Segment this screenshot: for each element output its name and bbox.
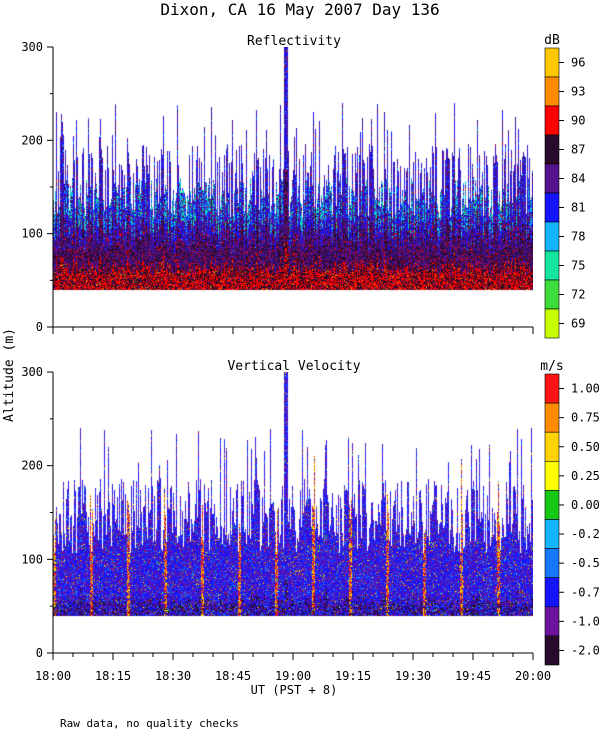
colorbar-swatch bbox=[544, 519, 560, 549]
y-tick-label: 200 bbox=[21, 459, 43, 473]
colorbar-swatch bbox=[544, 460, 560, 491]
colorbar-label: -1.00 bbox=[571, 614, 600, 628]
colorbar-label: 0.25 bbox=[571, 469, 600, 483]
y-tick-label: 0 bbox=[36, 646, 43, 660]
colorbar-swatch bbox=[544, 577, 560, 608]
heatmap-cells bbox=[53, 47, 533, 327]
colorbar-label: 1.00 bbox=[571, 382, 600, 396]
colorbar-unit: m/s bbox=[540, 359, 563, 374]
y-tick-label: 100 bbox=[21, 552, 43, 566]
heatmap-cells bbox=[53, 372, 533, 653]
colorbar-swatch bbox=[544, 308, 560, 339]
x-tick-label: 18:15 bbox=[95, 669, 131, 683]
colorbar-label: 0.50 bbox=[571, 440, 600, 454]
x-tick-label: 20:00 bbox=[515, 669, 551, 683]
colorbar-swatch bbox=[544, 635, 560, 666]
x-tick-label: 19:15 bbox=[335, 669, 371, 683]
colorbar-label: 78 bbox=[571, 230, 585, 244]
x-tick-label: 19:45 bbox=[455, 669, 491, 683]
colorbar-swatch bbox=[544, 279, 560, 310]
x-axis-label: UT (PST + 8) bbox=[251, 683, 338, 697]
x-tick-label: 18:45 bbox=[215, 669, 251, 683]
colorbar-swatch bbox=[544, 431, 560, 462]
colorbar-label: 0.00 bbox=[571, 498, 600, 512]
colorbar: m/s 1.00 0.75 0.50 0.25 0.00 -0.25 -0.50 -0.75 -1… bbox=[540, 359, 600, 666]
y-tick-label: 300 bbox=[21, 365, 43, 379]
colorbar-swatch bbox=[544, 163, 560, 194]
colorbar-label: -0.75 bbox=[571, 585, 600, 599]
colorbar-label: -0.25 bbox=[571, 527, 600, 541]
panel-reflectivity: Reflectivity 0 100 200 300 dB 96 93 90 87 84 81 78 75… bbox=[21, 33, 585, 339]
colorbar-swatch bbox=[544, 402, 560, 433]
colorbar-swatch bbox=[544, 490, 560, 520]
figure-title: Dixon, CA 16 May 2007 Day 136 bbox=[160, 0, 439, 19]
colorbar-swatch bbox=[544, 606, 560, 637]
panel-title: Vertical Velocity bbox=[227, 359, 360, 374]
colorbar-label: -2.00 bbox=[571, 643, 600, 657]
y-tick-label: 200 bbox=[21, 133, 43, 147]
colorbar-label: 90 bbox=[571, 114, 585, 128]
x-tick-label: 19:30 bbox=[395, 669, 431, 683]
x-tick-label: 19:00 bbox=[275, 669, 311, 683]
colorbar-swatch bbox=[544, 221, 560, 252]
colorbar-label: 93 bbox=[571, 85, 585, 99]
panel-title: Reflectivity bbox=[247, 34, 341, 49]
colorbar-swatch bbox=[544, 548, 560, 578]
footnote: Raw data, no quality checks bbox=[60, 717, 239, 730]
colorbar: dB 96 93 90 87 84 81 78 75 72 69 bbox=[544, 33, 585, 339]
panel-vertical-velocity: Vertical Velocity 0 100 200 300 18:00 18:15 18:… bbox=[21, 359, 600, 683]
y-tick-label: 100 bbox=[21, 227, 43, 241]
colorbar-swatch bbox=[544, 134, 560, 165]
colorbar-label: 96 bbox=[571, 56, 585, 70]
colorbar-label: 84 bbox=[571, 172, 585, 186]
colorbar-label: 72 bbox=[571, 288, 585, 302]
colorbar-label: -0.50 bbox=[571, 556, 600, 570]
colorbar-label: 0.75 bbox=[571, 411, 600, 425]
colorbar-swatch bbox=[544, 105, 560, 136]
colorbar-label: 69 bbox=[571, 317, 585, 331]
colorbar-label: 75 bbox=[571, 259, 585, 273]
y-tick-label: 300 bbox=[21, 40, 43, 54]
y-axis-label: Altitude (m) bbox=[2, 328, 17, 422]
colorbar-unit: dB bbox=[544, 33, 560, 48]
colorbar-swatch bbox=[544, 47, 560, 78]
x-tick-label: 18:30 bbox=[155, 669, 191, 683]
colorbar-swatch bbox=[544, 76, 560, 107]
y-tick-label: 0 bbox=[36, 320, 43, 334]
colorbar-swatch bbox=[544, 250, 560, 281]
x-tick-label: 18:00 bbox=[35, 669, 71, 683]
colorbar-swatch bbox=[544, 373, 560, 404]
colorbar-label: 81 bbox=[571, 201, 585, 215]
colorbar-swatch bbox=[544, 192, 560, 223]
colorbar-label: 87 bbox=[571, 143, 585, 157]
